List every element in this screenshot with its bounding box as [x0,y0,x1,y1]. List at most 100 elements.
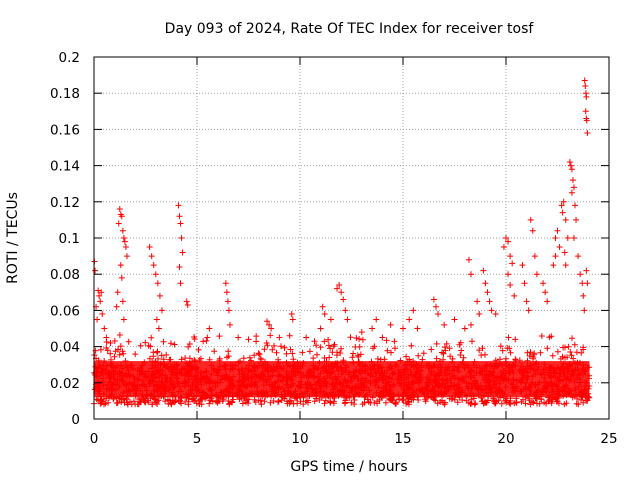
data-point [583,93,590,100]
data-point [476,311,483,318]
data-point [486,298,493,305]
data-point [400,325,406,332]
data-point [369,325,376,332]
data-point [235,334,242,341]
data-point [177,280,184,287]
data-point [156,292,163,299]
data-point [507,253,514,260]
data-point [175,202,182,209]
data-point [467,271,474,278]
data-point [118,213,125,220]
data-point [435,311,442,318]
data-point [577,271,584,278]
data-point [561,249,568,256]
data-point [303,334,310,341]
data-point [509,260,516,267]
x-tick-label: 15 [394,431,411,447]
data-point [177,220,184,227]
data-point [336,282,343,289]
y-tick-label: 0.02 [50,376,80,392]
grid-lines [94,57,609,419]
data-point [94,316,101,323]
data-point [122,244,129,251]
data-point [101,325,108,332]
data-point [533,271,540,278]
data-point [120,316,127,323]
data-point [154,280,161,287]
data-point [387,321,394,328]
data-point [525,307,532,314]
data-point [321,311,328,318]
data-point [107,339,114,346]
data-point [340,296,347,303]
data-point [410,307,417,314]
data-point [183,298,190,305]
data-point [119,298,126,305]
data-point [266,321,273,328]
data-point [558,202,565,209]
data-point [584,280,591,287]
data-point [223,289,230,296]
data-point [116,206,123,213]
data-point [581,77,588,84]
data-point [582,108,589,115]
data-point [569,177,576,184]
data-point [206,325,213,332]
data-point [575,253,582,260]
data-point [155,325,162,332]
axes [93,56,610,420]
y-tick-label: 0.08 [50,267,80,283]
tick-labels: 0 5 10 15 20 25 0 0.02 0.04 0.06 0.08 0.1 0.12 0.14 0.… [50,50,618,447]
data-point [406,316,413,323]
x-tick-label: 20 [497,431,514,447]
data-point [120,235,127,241]
data-point [567,162,574,169]
data-point [319,303,326,310]
x-tick-label: 5 [193,431,202,447]
data-point [521,280,528,287]
data-point [461,325,468,332]
data-point [184,301,191,308]
data-point [511,292,518,299]
y-axis-label: ROTI / TECUs [5,192,21,284]
data-point [572,202,579,209]
data-point [544,298,551,305]
data-point [540,280,547,287]
data-point [583,267,590,274]
data-point [99,311,106,318]
data-point [550,262,557,269]
data-point [505,238,512,245]
data-point [556,244,563,251]
data-point [103,334,110,341]
data-point [153,316,160,323]
x-tick-label: 0 [90,431,99,447]
data-point [113,303,120,310]
data-point [492,311,499,318]
data-point [115,220,122,227]
data-point [92,267,99,274]
data-point [121,238,128,245]
data-point [379,334,386,341]
data-point [573,216,580,223]
data-point [204,334,211,341]
data-point [566,158,573,165]
y-tick-label: 0.12 [50,195,80,211]
data-point [289,316,296,323]
data-point [432,303,439,310]
data-point [519,262,526,269]
data-point [358,329,365,336]
data-point [97,298,104,305]
data-point [568,166,575,173]
data-point [568,189,575,196]
data-point [276,334,283,341]
data-point [118,274,125,281]
data-point [582,82,589,89]
data-point [344,316,351,323]
data-point [552,235,559,241]
data-point [523,298,530,305]
data-point [317,325,324,332]
data-point [373,316,380,323]
data-point [554,227,561,234]
data-point [527,216,534,223]
